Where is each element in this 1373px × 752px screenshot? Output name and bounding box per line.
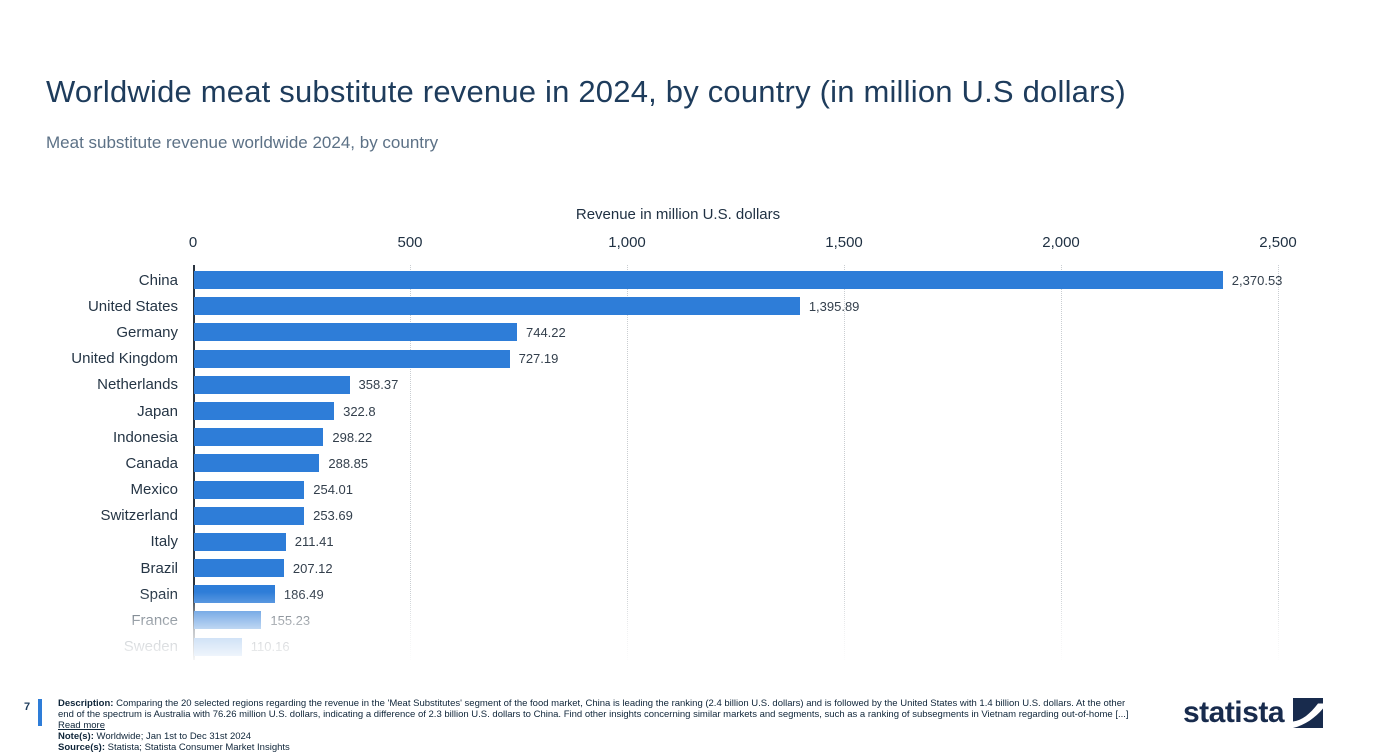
category-label: Japan [137,402,178,420]
sources-text: Statista; Statista Consumer Market Insig… [107,742,290,752]
category-label: Germany [116,323,178,341]
gridline [627,265,628,660]
value-label: 727.19 [518,351,559,367]
bar-row-united-kingdom: United Kingdom 727.19 [0,346,1373,372]
category-label: China [138,271,178,289]
value-label: 298.22 [332,429,373,445]
bar [194,428,324,447]
sources-line: Source(s): Statista; Statista Consumer M… [58,742,1136,752]
bar [194,480,305,499]
bar [194,532,286,551]
notes-line: Note(s): Worldwide; Jan 1st to Dec 31st … [58,731,1136,742]
value-label: 211.41 [294,534,334,550]
x-axis-title: Revenue in million U.S. dollars [575,206,781,223]
bottom-fade-overlay [0,592,1373,662]
category-label: Mexico [130,481,178,499]
gridline [844,265,845,660]
value-label: 322.8 [343,403,376,419]
bar [194,323,517,342]
category-label: United Kingdom [71,350,178,368]
footer-accent-bar [38,699,42,726]
bar-row-brazil: Brazil 207.12 [0,555,1373,581]
page-subtitle: Meat substitute revenue worldwide 2024, … [46,133,439,152]
statista-logo-icon [1293,698,1323,728]
notes-text: Worldwide; Jan 1st to Dec 31st 2024 [96,731,252,742]
sources-label: Source(s): [58,742,105,752]
x-tick-label: 2,500 [1259,234,1297,251]
statista-logo-text: statista [1182,696,1285,729]
bar-row-netherlands: Netherlands 358.37 [0,372,1373,398]
bar-row-china: China 2,370.53 [0,267,1373,293]
category-label: Switzerland [100,507,178,525]
bar [194,506,305,525]
page-title: Worldwide meat substitute revenue in 202… [46,74,1126,109]
bar-row-japan: Japan 322.8 [0,398,1373,424]
bar [194,559,284,578]
gridline [1061,265,1062,660]
bar-row-indonesia: Indonesia 298.22 [0,424,1373,450]
description-label: Description: [58,698,114,709]
value-label: 288.85 [328,455,369,471]
category-label: Canada [125,454,178,472]
gridline [410,265,411,660]
footer-text: Description: Comparing the 20 selected r… [58,698,1136,752]
category-label: Italy [150,533,178,551]
value-label: 207.12 [292,560,333,576]
read-more-link[interactable]: Read more [58,720,105,731]
x-tick-label: 500 [397,234,423,251]
bar-row-germany: Germany 744.22 [0,319,1373,345]
footer: 7 Description: Comparing the 20 selected… [0,694,1373,752]
bar-row-canada: Canada 288.85 [0,450,1373,476]
notes-label: Note(s): [58,731,94,742]
category-label: Indonesia [112,428,178,446]
page-number: 7 [24,701,31,713]
gridline [1278,265,1279,660]
bar-row-mexico: Mexico 254.01 [0,477,1373,503]
statista-logo: statista [1183,696,1323,730]
bar [194,401,335,420]
category-label: United States [87,297,178,315]
x-tick-label: 2,000 [1042,234,1080,251]
bar-row-switzerland: Switzerland 253.69 [0,503,1373,529]
value-label: 254.01 [313,482,353,498]
x-tick-label: 1,000 [608,234,646,251]
category-label: Brazil [140,559,178,577]
bar [194,454,320,473]
bar-row-italy: Italy 211.41 [0,529,1373,555]
value-label: 2,370.53 [1231,272,1283,288]
bar [194,297,800,316]
value-label: 1,395.89 [808,298,860,314]
category-label: Netherlands [97,376,178,394]
value-label: 744.22 [525,324,566,340]
bar [194,349,510,368]
bar [194,271,1223,289]
value-label: 253.69 [313,508,353,524]
description-line: Description: Comparing the 20 selected r… [58,698,1136,731]
description-text: Comparing the 20 selected regions regard… [58,698,1129,720]
value-label: 358.37 [358,377,399,393]
bar [194,375,350,394]
x-tick-label: 0 [188,234,198,251]
x-axis-ticks: 0 500 1,000 1,500 2,000 2,500 [189,234,1297,254]
x-tick-label: 1,500 [825,234,863,251]
bar-row-united-states: United States 1,395.89 [0,293,1373,319]
